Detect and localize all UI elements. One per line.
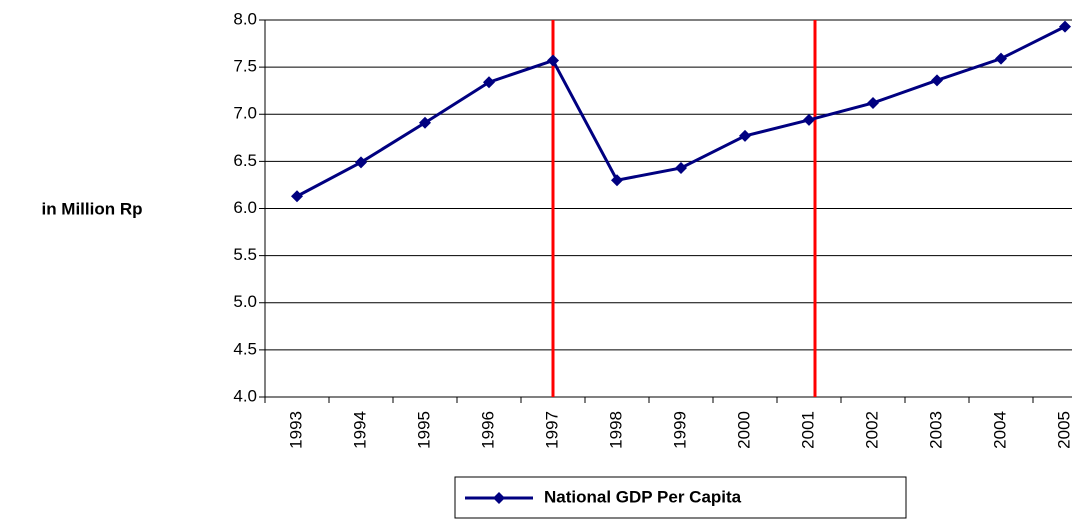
y-tick-label: 4.0 xyxy=(233,386,257,405)
y-tick-label: 8.0 xyxy=(233,9,257,28)
data-point xyxy=(675,161,687,174)
x-tick-label: 2003 xyxy=(926,411,945,449)
x-tick-label: 1994 xyxy=(350,411,369,449)
y-axis-label: in Million Rp xyxy=(41,199,142,218)
data-point xyxy=(931,74,943,87)
x-tick-label: 2002 xyxy=(862,411,881,449)
legend-label: National GDP Per Capita xyxy=(544,487,742,506)
data-point xyxy=(419,116,431,129)
data-point xyxy=(291,190,303,203)
legend-marker xyxy=(493,492,505,504)
x-tick-label: 1996 xyxy=(478,411,497,449)
data-point xyxy=(547,54,559,67)
x-tick-label: 1998 xyxy=(606,411,625,449)
x-tick-label: 2004 xyxy=(990,411,1009,449)
x-tick-label: 2000 xyxy=(734,411,753,449)
data-point xyxy=(611,174,623,187)
data-point xyxy=(867,96,879,109)
y-tick-label: 5.0 xyxy=(233,292,257,311)
y-tick-label: 6.0 xyxy=(233,198,257,217)
y-tick-label: 7.5 xyxy=(233,57,257,76)
y-tick-label: 5.5 xyxy=(233,245,257,264)
y-tick-label: 4.5 xyxy=(233,339,257,358)
data-point xyxy=(355,156,367,169)
data-point xyxy=(483,76,495,89)
data-point xyxy=(803,113,815,126)
y-tick-label: 7.0 xyxy=(233,104,257,123)
data-point xyxy=(1059,20,1071,33)
x-tick-label: 2005 xyxy=(1054,411,1073,449)
y-tick-label: 6.5 xyxy=(233,151,257,170)
x-tick-label: 1997 xyxy=(542,411,561,449)
x-tick-label: 1995 xyxy=(414,411,433,449)
x-tick-label: 1999 xyxy=(670,411,689,449)
x-tick-label: 1993 xyxy=(286,411,305,449)
x-tick-label: 2001 xyxy=(798,411,817,449)
data-point xyxy=(739,129,751,142)
data-point xyxy=(995,52,1007,65)
